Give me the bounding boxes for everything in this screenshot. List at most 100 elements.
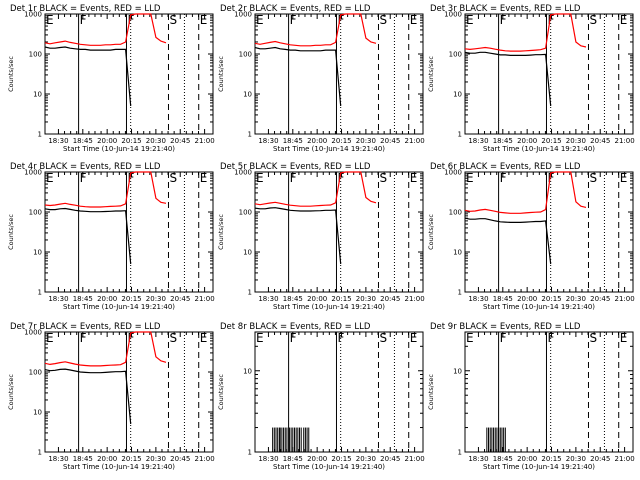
event-marker-label: F <box>500 13 507 27</box>
x-axis-label: Start Time (10-Jun-14 19:21:40) <box>63 303 175 311</box>
y-tick-label: 100 <box>29 209 42 217</box>
x-axis-label: Start Time (10-Jun-14 19:21:40) <box>483 303 595 311</box>
event-marker-label: F <box>547 171 554 185</box>
y-tick-label: 1000 <box>24 169 42 177</box>
x-tick-label: 20:30 <box>566 295 586 303</box>
plot-frame <box>464 13 634 135</box>
detector-panel-2: Det 2r BLACK = Events, RED = LLD 1 10 100 10… <box>217 4 425 153</box>
panel-title: Det 3r BLACK = Events, RED = LLD <box>430 4 581 14</box>
detector-panel-7: Det 7r BLACK = Events, RED = LLD 1 10 100 10… <box>7 322 215 471</box>
x-tick-label: 20:00 <box>307 137 327 145</box>
x-tick-label: 21:00 <box>405 295 425 303</box>
plot-frame <box>44 13 214 135</box>
x-axis-label: Start Time (10-Jun-14 19:21:40) <box>63 145 175 153</box>
event-marker-label: E <box>200 13 208 27</box>
x-tick-label: 18:45 <box>493 295 513 303</box>
event-marker-label: S <box>169 331 177 345</box>
x-tick-label: 21:00 <box>615 137 635 145</box>
event-marker-label: S <box>379 13 387 27</box>
event-marker-label: E <box>200 171 208 185</box>
y-tick-label: 1 <box>38 289 42 297</box>
detector-panel-3: Det 3r BLACK = Events, RED = LLD 1 10 100 10… <box>427 4 635 153</box>
x-tick-label: 18:30 <box>468 295 488 303</box>
y-axis-label: Counts/sec <box>7 56 15 92</box>
y-tick-label: 1000 <box>24 11 42 19</box>
event-marker-label: F <box>127 331 134 345</box>
panel-title: Det 5r BLACK = Events, RED = LLD <box>220 162 371 172</box>
x-axis-label: Start Time (10-Jun-14 19:21:40) <box>63 463 175 471</box>
x-tick-label: 20:45 <box>170 455 190 463</box>
x-tick-label: 20:30 <box>356 455 376 463</box>
panel-title: Det 4r BLACK = Events, RED = LLD <box>10 162 161 172</box>
x-tick-label: 20:00 <box>307 295 327 303</box>
event-marker-label: F <box>337 13 344 27</box>
events-series-line <box>44 46 132 107</box>
x-axis-label: Start Time (10-Jun-14 19:21:40) <box>273 463 385 471</box>
x-tick-label: 18:30 <box>258 455 278 463</box>
event-marker-label: S <box>379 331 387 345</box>
y-axis-label: Counts/sec <box>427 374 435 410</box>
y-axis-label: Counts/sec <box>7 214 15 250</box>
event-marker-label: F <box>500 171 507 185</box>
event-marker-label: S <box>169 13 177 27</box>
y-axis-label: Counts/sec <box>217 56 225 92</box>
event-marker-label: F <box>80 331 87 345</box>
detector-panel-4: Det 4r BLACK = Events, RED = LLD 1 10 100 10… <box>7 162 215 311</box>
events-series-line <box>254 46 342 107</box>
y-tick-label: 10 <box>33 249 42 257</box>
event-marker-label: F <box>337 331 344 345</box>
panel-title: Det 2r BLACK = Events, RED = LLD <box>220 4 371 14</box>
x-tick-label: 20:15 <box>541 137 561 145</box>
y-tick-label: 100 <box>239 51 252 59</box>
y-tick-label: 100 <box>29 51 42 59</box>
x-tick-label: 20:15 <box>121 295 141 303</box>
x-tick-label: 18:30 <box>468 137 488 145</box>
panel-title: Det 9r BLACK = Events, RED = LLD <box>430 322 581 332</box>
event-marker-label: E <box>410 13 418 27</box>
event-marker-label: F <box>127 171 134 185</box>
plot-frame <box>44 171 214 293</box>
x-tick-label: 20:30 <box>566 455 586 463</box>
y-axis-label: Counts/sec <box>217 374 225 410</box>
event-marker-label: E <box>256 331 264 345</box>
event-marker-label: F <box>337 171 344 185</box>
detector-panel-6: Det 6r BLACK = Events, RED = LLD 1 10 100 10… <box>427 162 635 311</box>
x-axis-label: Start Time (10-Jun-14 19:21:40) <box>273 145 385 153</box>
y-tick-label: 1 <box>248 449 252 457</box>
y-tick-label: 1000 <box>444 11 462 19</box>
panel-title: Det 8r BLACK = Events, RED = LLD <box>220 322 371 332</box>
panel-title: Det 6r BLACK = Events, RED = LLD <box>430 162 581 172</box>
event-marker-label: F <box>547 331 554 345</box>
y-tick-label: 1 <box>38 449 42 457</box>
y-axis-label: Counts/sec <box>427 56 435 92</box>
x-tick-label: 20:15 <box>121 455 141 463</box>
x-tick-label: 20:30 <box>566 137 586 145</box>
event-marker-label: E <box>200 331 208 345</box>
lld-series-line <box>464 171 587 214</box>
lld-series-line <box>44 13 167 46</box>
event-marker-label: E <box>46 331 54 345</box>
panel-title: Det 1r BLACK = Events, RED = LLD <box>10 4 161 14</box>
event-marker-label: E <box>620 171 628 185</box>
event-marker-label: E <box>620 331 628 345</box>
x-axis-label: Start Time (10-Jun-14 19:21:40) <box>483 145 595 153</box>
event-marker-label: E <box>410 171 418 185</box>
y-tick-label: 1 <box>458 449 462 457</box>
event-marker-label: E <box>46 171 54 185</box>
y-tick-label: 10 <box>243 367 252 375</box>
x-tick-label: 18:30 <box>258 137 278 145</box>
x-tick-label: 18:30 <box>468 455 488 463</box>
x-tick-label: 21:00 <box>195 137 215 145</box>
event-marker-label: E <box>466 331 474 345</box>
x-tick-label: 20:15 <box>331 295 351 303</box>
event-marker-label: E <box>46 13 54 27</box>
x-tick-label: 21:00 <box>615 295 635 303</box>
x-tick-label: 18:45 <box>283 295 303 303</box>
y-axis-label: Counts/sec <box>7 374 15 410</box>
y-tick-label: 1000 <box>444 169 462 177</box>
x-tick-label: 20:15 <box>541 455 561 463</box>
y-tick-label: 10 <box>453 249 462 257</box>
y-axis-label: Counts/sec <box>427 214 435 250</box>
event-marker-label: E <box>466 171 474 185</box>
